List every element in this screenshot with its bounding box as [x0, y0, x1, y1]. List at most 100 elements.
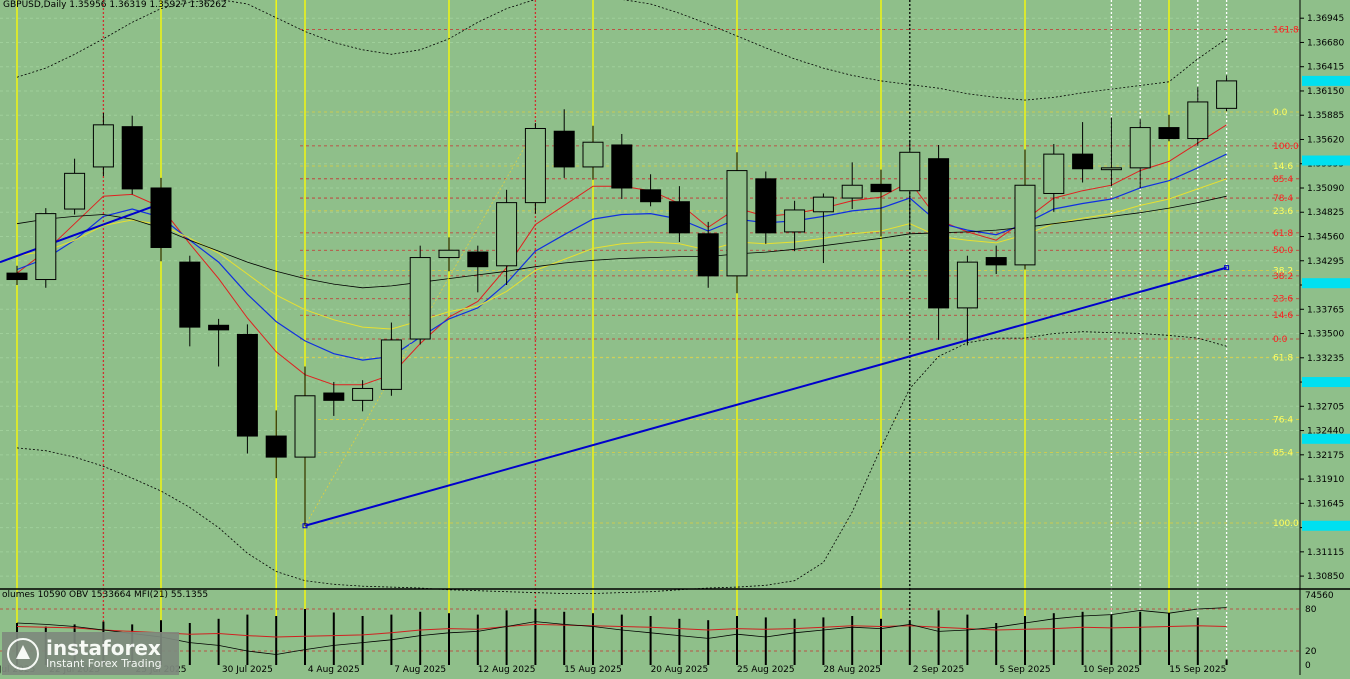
price-tick-label: 1.31645 — [1307, 499, 1344, 509]
price-tick-label: 1.34560 — [1307, 233, 1344, 243]
fib-level-label: 23.6 — [1273, 207, 1293, 217]
date-tick-label: 28 Aug 2025 — [823, 665, 881, 675]
volume-axis-label: 0 — [1305, 661, 1311, 671]
cyan-price-tag — [1302, 75, 1350, 86]
price-tick-label: 1.33765 — [1307, 305, 1344, 315]
date-tick-label: 10 Sep 2025 — [1083, 665, 1140, 675]
fib-level-label: 14.6 — [1273, 311, 1293, 321]
date-tick-label: 20 Aug 2025 — [651, 665, 709, 675]
fib-level-label: 85.4 — [1273, 175, 1293, 185]
cyan-price-tag — [1302, 520, 1350, 531]
candle-body — [352, 387, 374, 401]
candle-body — [380, 339, 402, 390]
fib-level-label: 50.0 — [1273, 246, 1293, 256]
date-tick-label: 12 Aug 2025 — [478, 665, 536, 675]
candle-body — [496, 202, 518, 267]
candle-body — [899, 151, 921, 192]
candle-body — [553, 130, 575, 168]
price-tick-label: 1.35620 — [1307, 135, 1344, 145]
indicator-header: olumes 10590 OBV 1533664 MFI(21) 55.1355 — [2, 590, 209, 600]
date-tick-label: 15 Aug 2025 — [564, 665, 622, 675]
logo-tagline: Instant Forex Trading — [46, 656, 162, 670]
candle-body — [755, 178, 777, 234]
candle-body — [121, 126, 143, 190]
candle-body — [812, 196, 834, 213]
date-tick-label: 25 Aug 2025 — [737, 665, 795, 675]
candle-body — [611, 144, 633, 189]
price-tick-label: 1.32440 — [1307, 427, 1344, 437]
price-tick-label: 1.34825 — [1307, 208, 1344, 218]
candle-body — [1014, 184, 1036, 266]
price-tick-label: 1.33235 — [1307, 354, 1344, 364]
price-tick-label: 1.36415 — [1307, 63, 1344, 73]
obv-line — [16, 607, 1227, 655]
candle-body — [1187, 101, 1209, 140]
candle-body — [985, 257, 1007, 266]
candle-body — [323, 392, 345, 401]
date-tick-label: 30 Jul 2025 — [222, 665, 273, 675]
candle-body — [524, 127, 546, 204]
indicator-curve-5 — [16, 0, 1227, 101]
volume-axis-label: 74560 — [1305, 591, 1334, 601]
price-tick-label: 1.35090 — [1307, 184, 1344, 194]
price-tick-label: 1.31115 — [1307, 548, 1344, 558]
date-tick-label: 2 Sep 2025 — [913, 665, 964, 675]
candle-body — [438, 249, 460, 259]
symbol-header: GBPUSD,Daily 1.35956 1.36319 1.35927 1.3… — [3, 0, 227, 10]
fib-level-label: 38.2 — [1273, 272, 1293, 282]
fib-level-label: 14.6 — [1273, 162, 1293, 172]
candle-body — [265, 435, 287, 458]
fib-level-label: 100.0 — [1273, 142, 1299, 152]
date-tick-label: 15 Sep 2025 — [1169, 665, 1226, 675]
price-tick-label: 1.32175 — [1307, 451, 1344, 461]
date-tick-label: 7 Aug 2025 — [394, 665, 446, 675]
candle-body — [1216, 80, 1238, 109]
candle-body — [294, 395, 316, 458]
instaforex-logo-icon — [6, 637, 40, 671]
price-tick-label: 1.33500 — [1307, 330, 1344, 340]
candle-body — [236, 333, 258, 437]
trend-line-left — [0, 202, 162, 264]
volume-axis-label: 80 — [1305, 605, 1317, 615]
fib-level-label: 0.0 — [1273, 335, 1288, 345]
trend-anchor — [1224, 265, 1230, 271]
candle-body — [92, 124, 114, 168]
fib-level-label: 100.0 — [1273, 519, 1299, 529]
candle-body — [582, 141, 604, 168]
candle-body — [179, 261, 201, 328]
fib-level-label: 76.4 — [1273, 416, 1293, 426]
price-tick-label: 1.34295 — [1307, 257, 1344, 267]
candle-body — [928, 158, 950, 309]
candle-body — [150, 187, 172, 248]
candle-body — [6, 272, 28, 281]
cyan-price-tag — [1302, 155, 1350, 166]
candle-body — [1158, 127, 1180, 140]
date-tick-label: 4 Aug 2025 — [308, 665, 360, 675]
cyan-price-tag — [1302, 433, 1350, 444]
candle-body — [1129, 127, 1151, 169]
candle-body — [697, 233, 719, 277]
fib-level-label: 23.6 — [1273, 295, 1293, 305]
cyan-price-tag — [1302, 278, 1350, 289]
fib-level-label: 78.4 — [1273, 194, 1293, 204]
fib-level-label: 0.0 — [1273, 108, 1288, 118]
candle-body — [784, 209, 806, 233]
candle-body — [208, 324, 230, 331]
price-tick-label: 1.30850 — [1307, 572, 1344, 582]
candle-body — [668, 201, 690, 234]
candle-body — [1072, 153, 1094, 170]
volume-axis-label: 20 — [1305, 647, 1317, 657]
price-tick-label: 1.31910 — [1307, 475, 1344, 485]
candle-body — [640, 189, 662, 203]
instaforex-logo: instaforex Instant Forex Trading — [2, 632, 179, 675]
fib-level-label: 38.2 — [1273, 266, 1293, 276]
candle-body — [956, 261, 978, 309]
candle-body — [1043, 153, 1065, 194]
price-tick-label: 1.36150 — [1307, 87, 1344, 97]
candle-body — [467, 251, 489, 268]
price-tick-label: 1.36945 — [1307, 14, 1344, 24]
mfi-line — [16, 623, 1227, 638]
candle-body — [841, 184, 863, 199]
cyan-price-tag — [1302, 377, 1350, 388]
